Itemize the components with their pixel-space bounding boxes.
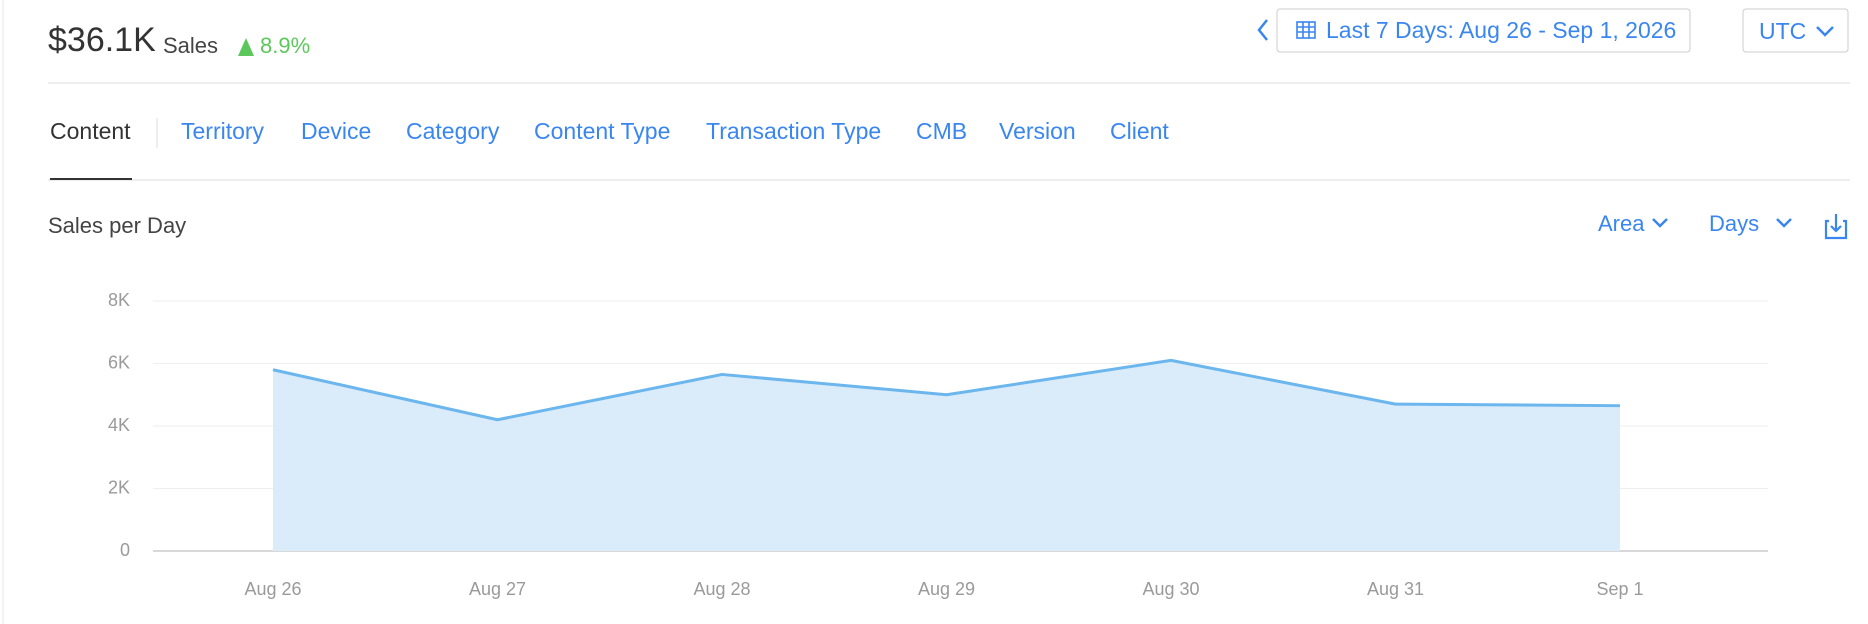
tab[interactable]: Category (406, 118, 500, 144)
chevron-down (1816, 26, 1834, 37)
tab[interactable]: Transaction Type (706, 118, 881, 144)
sales-total: $36.1K (48, 21, 156, 59)
chart-style-select[interactable]: Area (1598, 211, 1645, 236)
y-tick-label: 4K (108, 415, 130, 435)
chevron-down (1652, 218, 1668, 228)
x-tick-label: Aug 31 (1367, 579, 1424, 599)
calendar-icon (1296, 21, 1316, 39)
y-tick-label: 8K (108, 290, 130, 310)
x-tick-label: Aug 30 (1142, 579, 1199, 599)
tab[interactable]: Version (999, 118, 1076, 144)
x-tick-label: Aug 26 (244, 579, 301, 599)
sales-label: Sales (163, 33, 218, 58)
tab[interactable]: Client (1110, 118, 1169, 144)
date-range-button[interactable] (1276, 8, 1691, 53)
y-tick-label: 6K (108, 352, 130, 372)
timezone-button[interactable] (1742, 8, 1849, 53)
x-tick-label: Aug 27 (469, 579, 526, 599)
area-fill (273, 360, 1620, 551)
tab[interactable]: CMB (916, 118, 967, 144)
x-tick-label: Sep 1 (1596, 579, 1643, 599)
tab[interactable]: Territory (181, 118, 265, 144)
chart-title: Sales per Day (48, 213, 186, 238)
area-line (272, 358, 1621, 422)
chevron-down (1776, 218, 1792, 228)
tab[interactable]: Device (301, 118, 371, 144)
chart-period-select[interactable]: Days (1709, 211, 1759, 236)
y-tick-label: 2K (108, 477, 130, 497)
y-tick-label: 0 (120, 540, 130, 560)
x-tick-label: Aug 29 (918, 579, 975, 599)
prev-button[interactable] (1257, 19, 1268, 41)
date-range: Last 7 Days: Aug 26 - Sep 1, 2026 (1326, 17, 1676, 43)
tab-active[interactable]: Content (50, 118, 131, 144)
timezone: UTC (1759, 18, 1806, 44)
download-button[interactable] (1824, 214, 1848, 240)
x-tick-label: Aug 28 (693, 579, 750, 599)
sales-change: 8.9% (260, 33, 310, 58)
up-arrow (238, 38, 254, 56)
tab[interactable]: Content Type (534, 118, 670, 144)
